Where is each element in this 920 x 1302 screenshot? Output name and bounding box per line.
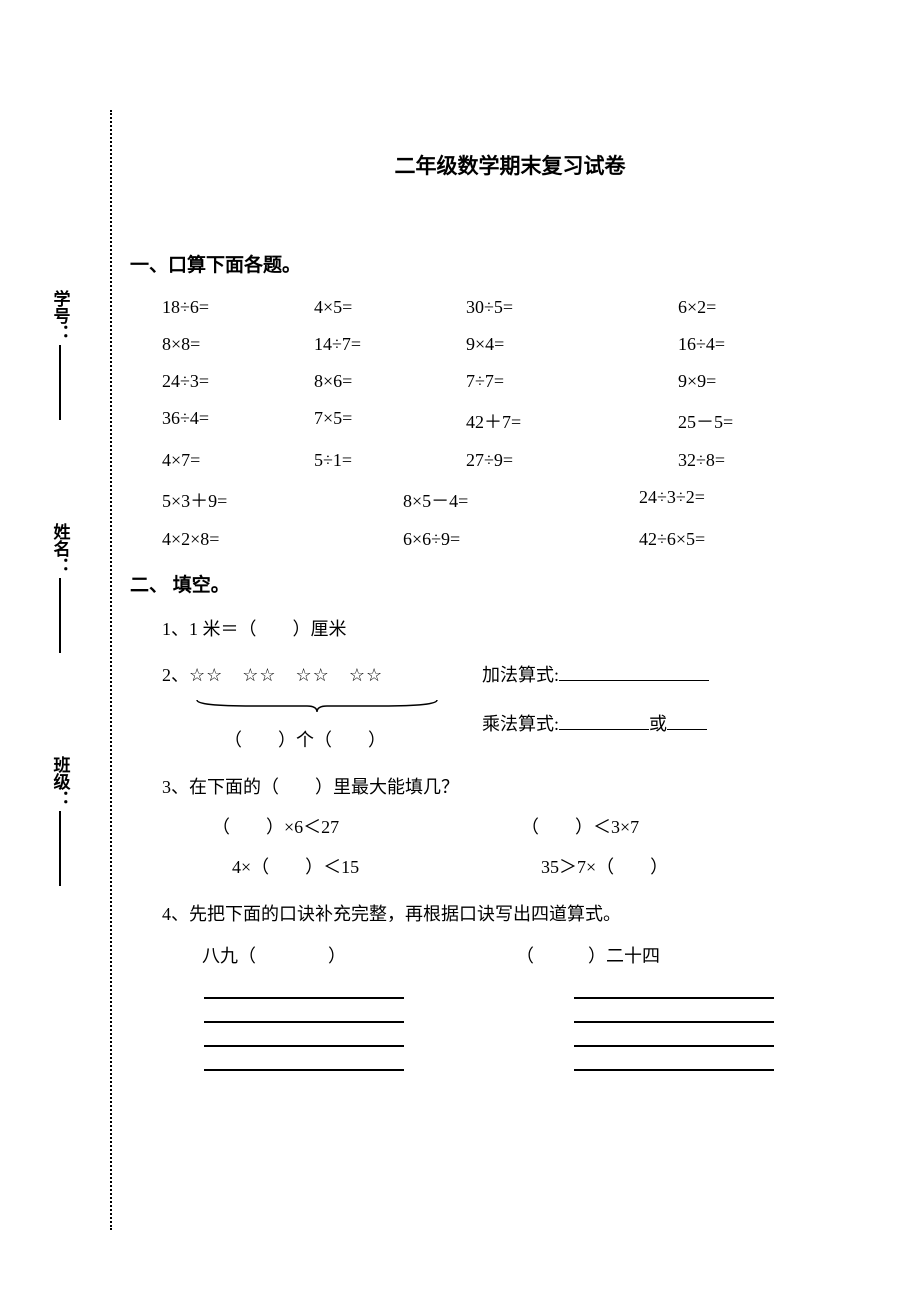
problem-row: 4×7=5÷1=27÷9=32÷8=	[162, 450, 830, 471]
problem-cell: 4×5=	[314, 297, 466, 318]
problem-cell: 4×7=	[162, 450, 314, 471]
name-label: 姓名：	[48, 523, 73, 574]
q2-add-label: 加法算式:	[482, 659, 559, 691]
q1: 1、1 米＝（ ）厘米	[162, 613, 830, 645]
q3-label: 3、在下面的（ ）里最大能填几？	[162, 771, 830, 803]
problem-cell: 9×9=	[618, 371, 830, 392]
section1-header: 一、口算下面各题。	[130, 250, 830, 277]
q4-label: 4、先把下面的口诀补充完整，再根据口诀写出四道算式。	[162, 898, 830, 930]
answer-blank	[204, 1021, 404, 1023]
problem-cell: 42＋7=	[466, 408, 618, 434]
name-field: 姓名：	[48, 523, 73, 657]
brace-icon	[192, 698, 442, 714]
class-label: 班级：	[48, 756, 73, 807]
q2-brace-fill: （ ）个（ ）	[162, 724, 442, 756]
q3-r1c1: （ ）×6＜27	[212, 811, 521, 843]
answer-blank	[574, 1021, 774, 1023]
answer-blank	[574, 1045, 774, 1047]
problem-cell: 5×3＋9=	[162, 487, 353, 513]
q3-r2c1: 4×（ ）＜15	[212, 851, 521, 883]
problem-row: 4×2×8=6×6÷9=42÷6×5=	[162, 529, 830, 550]
q2-mul-label: 乘法算式:	[482, 708, 559, 740]
q2-mul-blank1	[559, 712, 649, 730]
problem-row: 18÷6=4×5=30÷5=6×2=	[162, 297, 830, 318]
id-label: 学号：	[48, 290, 73, 341]
answer-blank	[574, 997, 774, 999]
problem-cell: 30÷5=	[466, 297, 618, 318]
answer-blank	[574, 1069, 774, 1071]
answer-blank	[204, 1045, 404, 1047]
answer-blank	[204, 1069, 404, 1071]
problem-cell: 7÷7=	[466, 371, 618, 392]
problem-cell: 6×2=	[618, 297, 830, 318]
class-field: 班级：	[48, 756, 73, 890]
answer-blank	[204, 997, 404, 999]
problem-cell: 7×5=	[314, 408, 466, 434]
q2-mul-blank2	[667, 712, 707, 730]
q2-add-blank	[559, 663, 709, 681]
q4-answer-lines	[204, 997, 830, 1071]
problem-cell: 9×4=	[466, 334, 618, 355]
page-title: 二年级数学期末复习试卷	[190, 150, 830, 180]
problem-cell: 25－5=	[618, 408, 830, 434]
problem-cell: 5÷1=	[314, 450, 466, 471]
fold-line	[110, 110, 112, 1230]
q2-stars: ☆☆ ☆☆ ☆☆ ☆☆	[189, 665, 383, 685]
problem-cell: 8×5－4=	[353, 487, 594, 513]
q3: 3、在下面的（ ）里最大能填几？ （ ）×6＜27 （ ）＜3×7 4×（ ）＜…	[162, 771, 830, 884]
page-content: 二年级数学期末复习试卷 一、口算下面各题。 18÷6=4×5=30÷5=6×2=…	[130, 150, 830, 1093]
problem-cell: 24÷3=	[162, 371, 314, 392]
q4-left: 八九（ ）	[202, 940, 516, 972]
section2-header: 二、 填空。	[130, 570, 830, 597]
problem-cell: 24÷3÷2=	[594, 487, 830, 513]
problem-cell: 8×6=	[314, 371, 466, 392]
problem-row: 8×8=14÷7=9×4=16÷4=	[162, 334, 830, 355]
problem-cell: 14÷7=	[314, 334, 466, 355]
section1-problems: 18÷6=4×5=30÷5=6×2= 8×8=14÷7=9×4=16÷4= 24÷3…	[162, 297, 830, 550]
q3-r1c2: （ ）＜3×7	[521, 811, 830, 843]
problem-row: 36÷4=7×5=42＋7=25－5=	[162, 408, 830, 434]
id-field: 学号：	[48, 290, 73, 424]
problem-cell: 27÷9=	[466, 450, 618, 471]
q2-label: 2、	[162, 665, 189, 685]
class-blank	[59, 811, 61, 886]
q2: 2、☆☆ ☆☆ ☆☆ ☆☆ （ ）个（ ） 加法算式: 乘法算式: 或	[162, 659, 830, 756]
q3-r2c2: 35＞7×（ ）	[521, 851, 830, 883]
q2-or-label: 或	[649, 708, 667, 740]
id-blank	[59, 345, 61, 420]
problem-cell: 4×2×8=	[162, 529, 353, 550]
q4: 4、先把下面的口诀补充完整，再根据口诀写出四道算式。 八九（ ） （ ）二十四	[162, 898, 830, 1071]
problem-row: 5×3＋9=8×5－4=24÷3÷2=	[162, 487, 830, 513]
problem-cell: 18÷6=	[162, 297, 314, 318]
q4-right: （ ）二十四	[516, 940, 830, 972]
problem-cell: 42÷6×5=	[594, 529, 830, 550]
problem-cell: 32÷8=	[618, 450, 830, 471]
name-blank	[59, 578, 61, 653]
vertical-info-strip: 班级： 姓名： 学号：	[45, 290, 75, 890]
problem-cell: 8×8=	[162, 334, 314, 355]
problem-row: 24÷3=8×6=7÷7=9×9=	[162, 371, 830, 392]
problem-cell: 16÷4=	[618, 334, 830, 355]
problem-cell: 36÷4=	[162, 408, 314, 434]
problem-cell: 6×6÷9=	[353, 529, 594, 550]
